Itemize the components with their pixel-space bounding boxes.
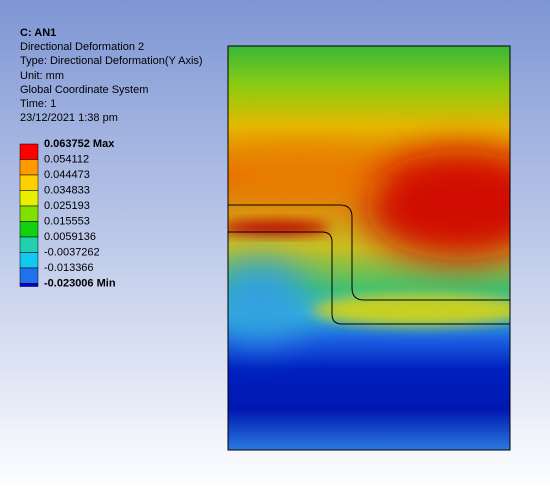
info-line: Type: Directional Deformation(Y Axis) <box>20 55 203 67</box>
legend-label: 0.015553 <box>44 215 90 227</box>
info-line: Global Coordinate System <box>20 84 148 96</box>
info-line: Unit: mm <box>20 70 64 82</box>
info-line: 23/12/2021 1:38 pm <box>20 112 118 124</box>
legend-label: 0.025193 <box>44 200 90 212</box>
legend-label: -0.023006 Min <box>44 277 116 289</box>
legend-label: 0.063752 Max <box>44 138 115 150</box>
legend-label: -0.0037262 <box>44 246 100 258</box>
info-line: Directional Deformation 2 <box>20 41 144 53</box>
legend-label: 0.034833 <box>44 184 90 196</box>
legend-label: 0.0059136 <box>44 231 96 243</box>
legend-labels: 0.063752 Max 0.054112 0.044473 0.034833 0.02… <box>44 138 116 290</box>
result-title: C: AN1 <box>20 27 56 39</box>
legend-colorbar <box>19 143 39 287</box>
legend-label: 0.044473 <box>44 169 90 181</box>
contour-plot <box>228 46 510 450</box>
info-line: Time: 1 <box>20 98 56 110</box>
plot-border <box>227 45 511 451</box>
legend-label: 0.054112 <box>44 153 89 165</box>
legend-label: -0.013366 <box>44 262 94 274</box>
